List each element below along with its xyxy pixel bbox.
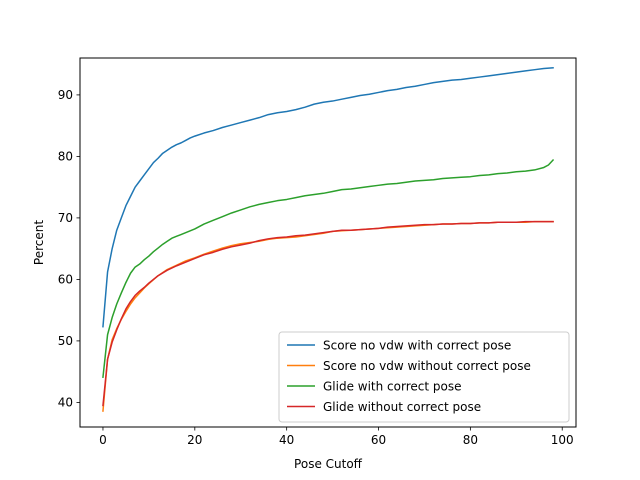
y-tick-label: 80 — [58, 150, 73, 164]
legend-label-3: Glide with correct pose — [323, 379, 461, 393]
x-tick-label: 80 — [463, 433, 478, 447]
x-tick-label: 20 — [187, 433, 202, 447]
series-line-4 — [102, 220, 554, 407]
series-line-3 — [102, 159, 555, 379]
x-tick-label: 40 — [279, 433, 294, 447]
series-layer — [102, 67, 555, 412]
series-line-1 — [102, 67, 554, 328]
x-tick-label: 100 — [551, 433, 574, 447]
legend: Score no vdw with correct pose Score no v… — [278, 331, 570, 423]
legend-label-1: Score no vdw with correct pose — [323, 338, 511, 352]
x-tick-label: 60 — [371, 433, 386, 447]
y-tick-label: 40 — [58, 396, 73, 410]
x-axis: 0 20 40 60 80 100 — [99, 427, 574, 447]
legend-label-2: Score no vdw without correct pose — [323, 359, 531, 373]
legend-box — [278, 331, 570, 423]
y-axis: 40 50 60 70 80 90 — [58, 88, 80, 410]
y-tick-label: 90 — [58, 88, 73, 102]
y-tick-label: 70 — [58, 211, 73, 225]
y-tick-label: 50 — [58, 334, 73, 348]
y-axis-label: Percent — [32, 220, 46, 265]
plot-frame — [79, 57, 577, 428]
legend-label-4: Glide without correct pose — [323, 400, 481, 414]
x-tick-label: 0 — [99, 433, 107, 447]
y-tick-label: 60 — [58, 273, 73, 287]
x-axis-label: Pose Cutoff — [294, 457, 363, 471]
